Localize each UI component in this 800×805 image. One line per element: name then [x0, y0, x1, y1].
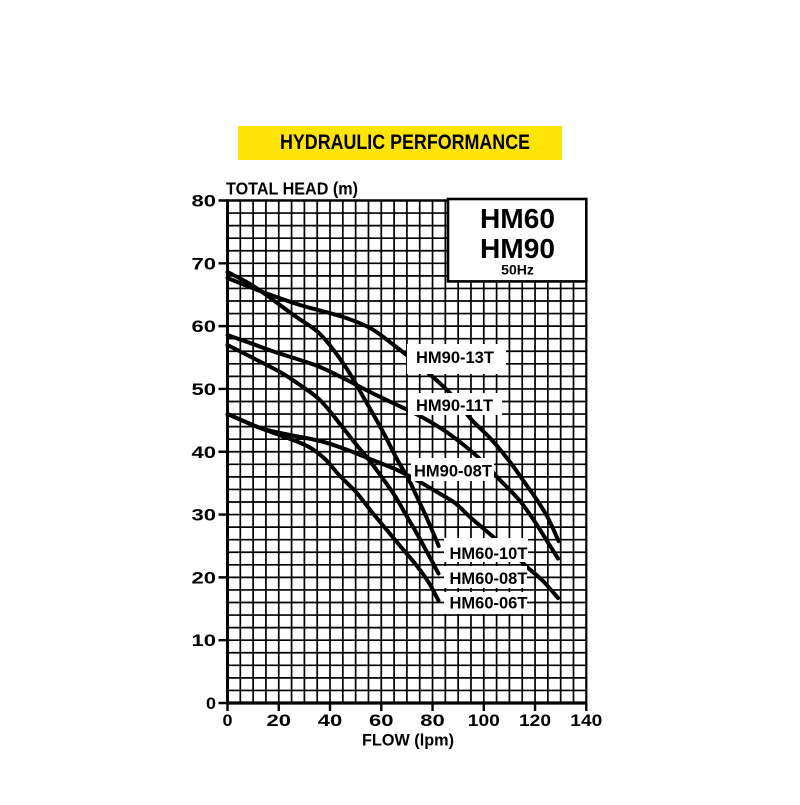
- svg-text:40: 40: [192, 443, 217, 462]
- svg-text:20: 20: [267, 711, 292, 730]
- svg-text:HM90-13T: HM90-13T: [416, 349, 494, 367]
- svg-text:120: 120: [519, 711, 551, 730]
- svg-text:HM60-08T: HM60-08T: [450, 570, 528, 588]
- svg-text:50Hz: 50Hz: [501, 262, 534, 278]
- svg-text:60: 60: [369, 711, 394, 730]
- svg-text:HYDRAULIC PERFORMANCE: HYDRAULIC PERFORMANCE: [280, 131, 530, 154]
- svg-text:TOTAL HEAD (m): TOTAL HEAD (m): [226, 179, 358, 199]
- svg-text:30: 30: [192, 506, 217, 525]
- svg-text:HM90: HM90: [480, 233, 555, 264]
- svg-text:60: 60: [192, 317, 217, 336]
- svg-text:HM60-10T: HM60-10T: [450, 545, 528, 563]
- svg-text:80: 80: [420, 711, 445, 730]
- svg-text:10: 10: [192, 631, 217, 650]
- svg-text:140: 140: [570, 711, 602, 730]
- svg-text:0: 0: [223, 711, 233, 730]
- svg-text:70: 70: [192, 254, 217, 273]
- svg-text:50: 50: [192, 380, 217, 399]
- svg-text:80: 80: [192, 192, 217, 211]
- svg-text:FLOW (lpm): FLOW (lpm): [362, 731, 454, 750]
- svg-text:HM90-11T: HM90-11T: [416, 397, 493, 415]
- svg-text:40: 40: [318, 711, 343, 730]
- svg-text:HM90-08T: HM90-08T: [414, 463, 492, 481]
- svg-text:HM60: HM60: [480, 203, 555, 234]
- svg-text:HM60-06T: HM60-06T: [450, 595, 528, 613]
- svg-text:20: 20: [192, 568, 217, 587]
- svg-text:100: 100: [468, 711, 500, 730]
- svg-text:0: 0: [206, 694, 216, 713]
